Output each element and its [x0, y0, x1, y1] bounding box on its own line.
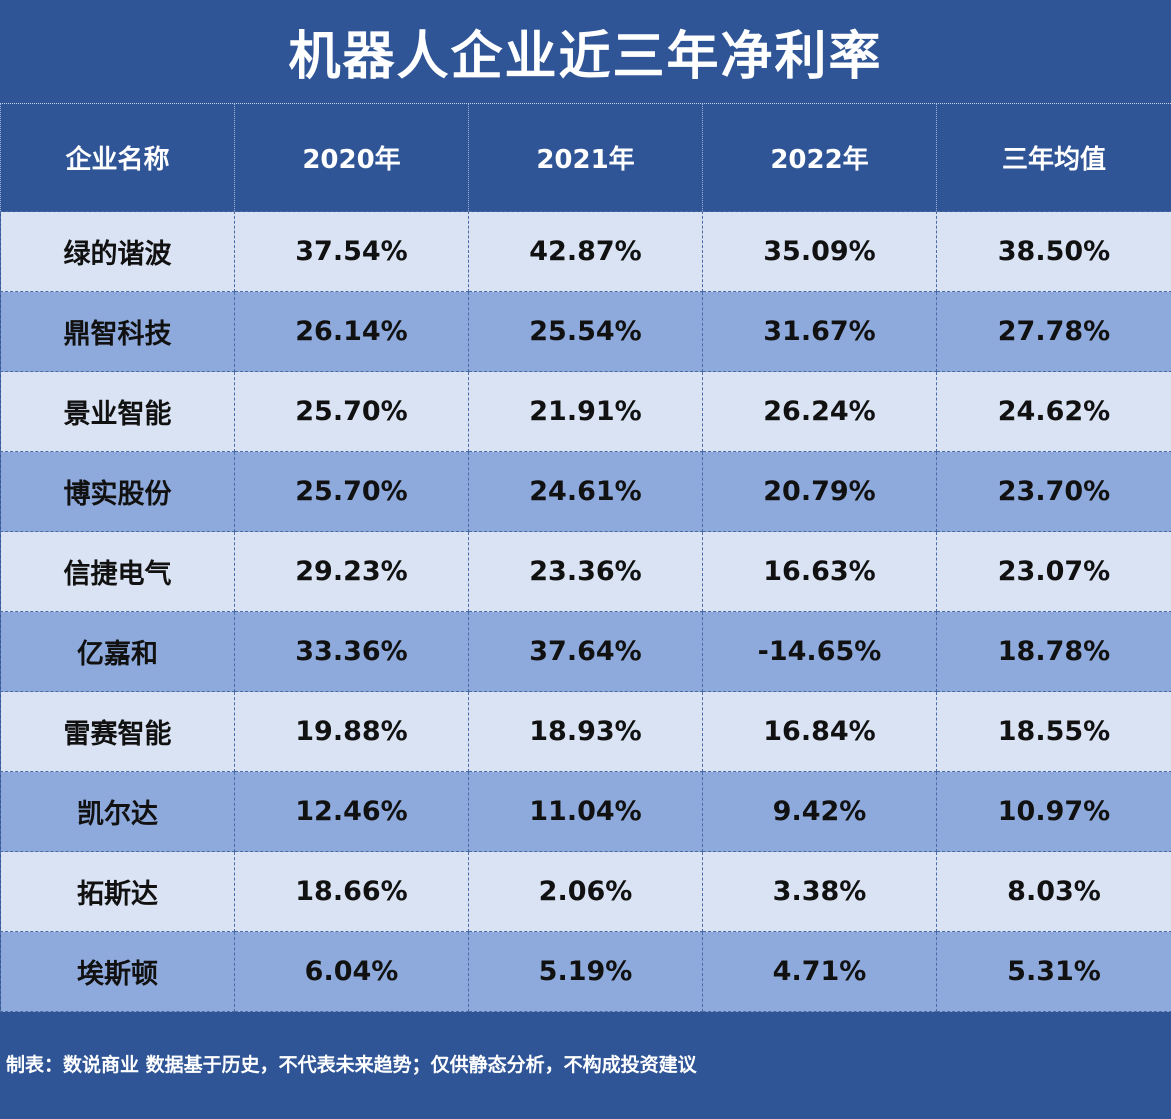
table-row: 亿嘉和 33.36% 37.64% -14.65% 18.78% — [0, 611, 1171, 692]
value-cell-2021: 25.54% — [468, 291, 703, 372]
column-header-company: 企业名称 — [0, 104, 235, 212]
value-cell-2022: 16.63% — [702, 531, 937, 612]
value-cell-2020: 29.23% — [234, 531, 469, 612]
value-cell-2021: 21.91% — [468, 371, 703, 452]
value-cell-average: 8.03% — [936, 851, 1171, 932]
table-header-row: 企业名称 2020年 2021年 2022年 三年均值 — [0, 104, 1171, 212]
company-name-cell: 亿嘉和 — [0, 611, 235, 692]
value-cell-2021: 2.06% — [468, 851, 703, 932]
table-row: 景业智能 25.70% 21.91% 26.24% 24.62% — [0, 371, 1171, 452]
column-header-2020: 2020年 — [234, 104, 469, 212]
value-cell-2021: 37.64% — [468, 611, 703, 692]
value-cell-average: 5.31% — [936, 931, 1171, 1012]
value-cell-2020: 26.14% — [234, 291, 469, 372]
company-name-cell: 景业智能 — [0, 371, 235, 452]
value-cell-2022: -14.65% — [702, 611, 937, 692]
value-cell-2020: 6.04% — [234, 931, 469, 1012]
value-cell-2022: 3.38% — [702, 851, 937, 932]
table-row: 信捷电气 29.23% 23.36% 16.63% 23.07% — [0, 531, 1171, 612]
value-cell-average: 23.70% — [936, 451, 1171, 532]
table-row: 拓斯达 18.66% 2.06% 3.38% 8.03% — [0, 851, 1171, 932]
value-cell-average: 10.97% — [936, 771, 1171, 852]
value-cell-average: 27.78% — [936, 291, 1171, 372]
company-name-cell: 凯尔达 — [0, 771, 235, 852]
value-cell-2021: 42.87% — [468, 211, 703, 292]
value-cell-2020: 33.36% — [234, 611, 469, 692]
company-name-cell: 博实股份 — [0, 451, 235, 532]
value-cell-average: 23.07% — [936, 531, 1171, 612]
table-row: 博实股份 25.70% 24.61% 20.79% 23.70% — [0, 451, 1171, 532]
value-cell-2020: 25.70% — [234, 371, 469, 452]
value-cell-2021: 24.61% — [468, 451, 703, 532]
value-cell-2022: 35.09% — [702, 211, 937, 292]
value-cell-average: 18.78% — [936, 611, 1171, 692]
value-cell-2020: 37.54% — [234, 211, 469, 292]
value-cell-2022: 16.84% — [702, 691, 937, 772]
value-cell-2022: 9.42% — [702, 771, 937, 852]
company-name-cell: 雷赛智能 — [0, 691, 235, 772]
value-cell-2021: 5.19% — [468, 931, 703, 1012]
company-name-cell: 鼎智科技 — [0, 291, 235, 372]
net-margin-table: 企业名称 2020年 2021年 2022年 三年均值 绿的谐波 37.54% … — [0, 104, 1171, 1012]
table-row: 雷赛智能 19.88% 18.93% 16.84% 18.55% — [0, 691, 1171, 772]
page-title: 机器人企业近三年净利率 — [0, 0, 1171, 104]
company-name-cell: 拓斯达 — [0, 851, 235, 932]
table-row: 埃斯顿 6.04% 5.19% 4.71% 5.31% — [0, 931, 1171, 1012]
column-header-2021: 2021年 — [468, 104, 703, 212]
company-name-cell: 绿的谐波 — [0, 211, 235, 292]
value-cell-average: 38.50% — [936, 211, 1171, 292]
table-row: 凯尔达 12.46% 11.04% 9.42% 10.97% — [0, 771, 1171, 852]
value-cell-2020: 19.88% — [234, 691, 469, 772]
table-row: 绿的谐波 37.54% 42.87% 35.09% 38.50% — [0, 211, 1171, 292]
value-cell-2020: 12.46% — [234, 771, 469, 852]
value-cell-average: 18.55% — [936, 691, 1171, 772]
value-cell-2022: 20.79% — [702, 451, 937, 532]
footer-note: 制表：数说商业 数据基于历史，不代表未来趋势；仅供静态分析，不构成投资建议 — [6, 1054, 697, 1076]
value-cell-2022: 31.67% — [702, 291, 937, 372]
company-name-cell: 埃斯顿 — [0, 931, 235, 1012]
value-cell-2022: 26.24% — [702, 371, 937, 452]
value-cell-2021: 11.04% — [468, 771, 703, 852]
value-cell-2021: 23.36% — [468, 531, 703, 612]
value-cell-2021: 18.93% — [468, 691, 703, 772]
value-cell-2022: 4.71% — [702, 931, 937, 1012]
table-row: 鼎智科技 26.14% 25.54% 31.67% 27.78% — [0, 291, 1171, 372]
value-cell-average: 24.62% — [936, 371, 1171, 452]
value-cell-2020: 18.66% — [234, 851, 469, 932]
company-name-cell: 信捷电气 — [0, 531, 235, 612]
column-header-2022: 2022年 — [702, 104, 937, 212]
value-cell-2020: 25.70% — [234, 451, 469, 532]
column-header-average: 三年均值 — [936, 104, 1171, 212]
